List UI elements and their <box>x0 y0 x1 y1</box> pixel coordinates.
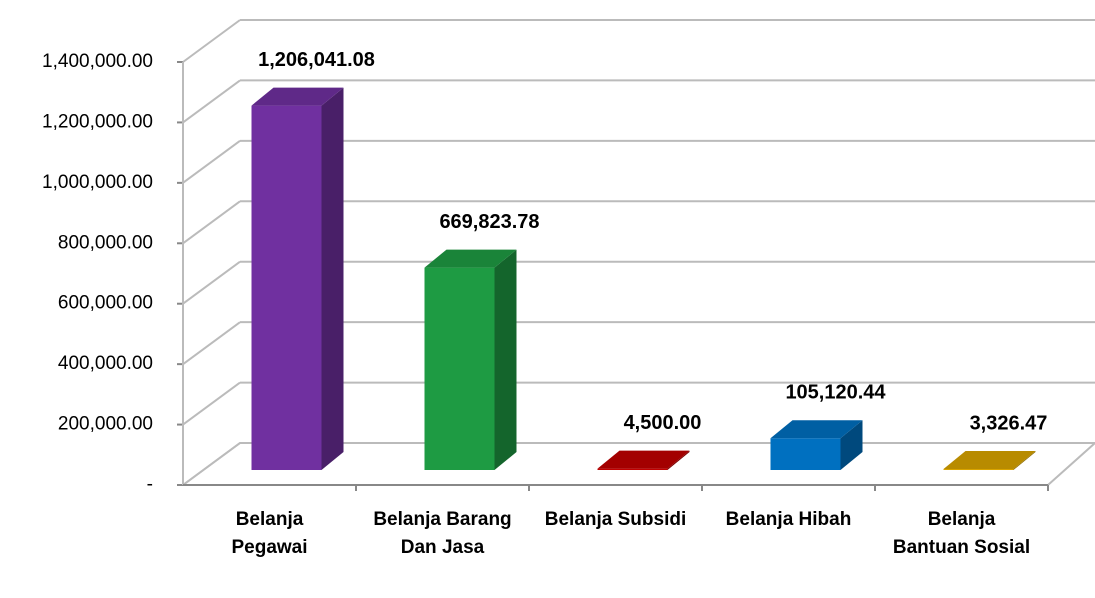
bar-side <box>1013 450 1036 470</box>
bar-top <box>424 249 517 268</box>
grid-line <box>182 79 241 124</box>
grid-line <box>182 442 241 486</box>
data-label: 1,206,041.08 <box>258 49 375 71</box>
y-tick-label: - <box>147 474 153 495</box>
bar-side <box>494 249 517 470</box>
x-tick-label: Belanja Barang Dan Jasa <box>373 509 512 558</box>
bar-side <box>321 87 344 470</box>
grid-line <box>182 200 241 245</box>
bar-top <box>597 450 690 469</box>
y-tick-label: 1,000,000.00 <box>42 172 153 193</box>
y-tick-label: 800,000.00 <box>58 232 153 253</box>
x-tick-label: Belanja Subsidi <box>544 509 687 530</box>
bar-side <box>667 450 690 470</box>
bar <box>597 468 668 470</box>
y-tick-label: 200,000.00 <box>58 414 153 435</box>
x-tick-label: Belanja Bantuan Sosial <box>892 509 1031 558</box>
grid-line <box>182 19 241 63</box>
grid-line <box>182 260 241 305</box>
bar <box>770 438 841 470</box>
data-label: 3,326.47 <box>970 412 1048 434</box>
y-tick-label: 400,000.00 <box>58 353 153 374</box>
data-label: 4,500.00 <box>624 412 702 434</box>
data-label: 105,120.44 <box>785 382 886 404</box>
grid-line <box>182 321 241 365</box>
y-tick-label: 1,200,000.00 <box>42 111 153 132</box>
y-tick-label: 1,400,000.00 <box>42 51 153 72</box>
bar <box>424 267 495 470</box>
x-tick-label: Belanja Pegawai <box>231 509 308 558</box>
grid-line <box>182 381 241 426</box>
bar-top <box>251 87 344 106</box>
bar <box>943 468 1014 470</box>
bar-top <box>770 420 863 439</box>
bar-side <box>840 420 863 470</box>
bar-top <box>943 450 1036 469</box>
data-label: 669,823.78 <box>439 211 539 233</box>
y-tick-label: 600,000.00 <box>58 293 153 314</box>
x-tick-label: Belanja Hibah <box>725 509 852 530</box>
grid-line <box>182 140 241 184</box>
bar <box>251 105 322 470</box>
